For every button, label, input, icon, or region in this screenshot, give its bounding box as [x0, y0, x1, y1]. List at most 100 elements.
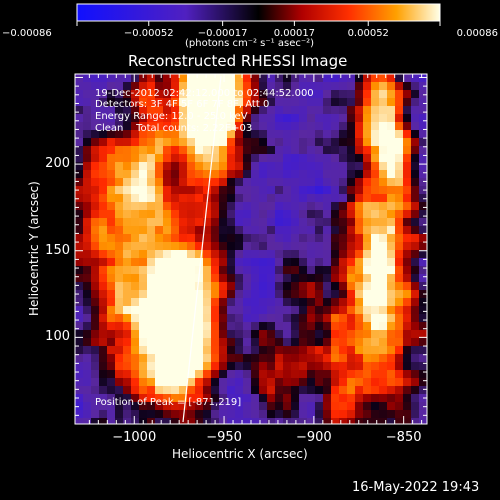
heatmap-cell [83, 354, 92, 363]
heatmap-cell [411, 250, 420, 259]
heatmap-cell [291, 306, 300, 315]
heatmap-cell [123, 234, 132, 243]
heatmap-cell [115, 106, 124, 115]
heatmap-cell [371, 186, 380, 195]
heatmap-cell [91, 322, 100, 331]
heatmap-cell [251, 330, 260, 339]
heatmap-cell [307, 138, 316, 147]
heatmap-cell [227, 74, 236, 83]
heatmap-cell [339, 330, 348, 339]
heatmap-cell [379, 394, 388, 403]
heatmap-cell [155, 330, 164, 339]
heatmap-cell [187, 194, 196, 203]
heatmap-cell [211, 226, 220, 235]
heatmap-cell [123, 322, 132, 331]
heatmap-cell [99, 298, 108, 307]
heatmap-cell [171, 114, 180, 123]
heatmap-cell [323, 402, 332, 411]
heatmap-cell [339, 394, 348, 403]
heatmap-cell [83, 250, 92, 259]
heatmap-cell [139, 378, 148, 387]
heatmap-cell [387, 114, 396, 123]
heatmap-cell [299, 274, 308, 283]
heatmap-cell [259, 346, 268, 355]
heatmap-cell [147, 338, 156, 347]
heatmap-cell [331, 410, 340, 419]
heatmap-cell [131, 154, 140, 163]
heatmap-cell [315, 106, 324, 115]
heatmap-cell [139, 114, 148, 123]
heatmap-cell [139, 130, 148, 139]
heatmap-cell [195, 122, 204, 131]
heatmap-cell [203, 162, 212, 171]
heatmap-cell [403, 370, 412, 379]
heatmap-cell [371, 178, 380, 187]
heatmap-cell [259, 106, 268, 115]
heatmap-cell [171, 362, 180, 371]
heatmap-cell [75, 298, 84, 307]
heatmap-cell [155, 106, 164, 115]
heatmap-cell [363, 378, 372, 387]
heatmap-cell [107, 130, 116, 139]
heatmap-cell [291, 114, 300, 123]
heatmap-cell [171, 258, 180, 267]
heatmap-cell [363, 234, 372, 243]
heatmap-cell [387, 362, 396, 371]
heatmap-cell [251, 130, 260, 139]
heatmap-cell [163, 234, 172, 243]
heatmap-cell [227, 394, 236, 403]
heatmap-cell [203, 146, 212, 155]
heatmap-cell [307, 306, 316, 315]
heatmap-cell [195, 402, 204, 411]
heatmap-cell [347, 186, 356, 195]
heatmap-cell [411, 418, 420, 425]
heatmap-cell [411, 242, 420, 251]
heatmap-cell [363, 370, 372, 379]
heatmap-cell [163, 410, 172, 419]
heatmap-cell [339, 106, 348, 115]
heatmap-cell [259, 338, 268, 347]
heatmap-cell [275, 194, 284, 203]
heatmap-cell [187, 330, 196, 339]
heatmap-cell [211, 330, 220, 339]
heatmap-cell [155, 410, 164, 419]
heatmap-cell [139, 258, 148, 267]
heatmap-cell [139, 90, 148, 99]
heatmap-cell [211, 178, 220, 187]
heatmap-cell [227, 98, 236, 107]
heatmap-cell [235, 130, 244, 139]
heatmap-cell [315, 82, 324, 91]
heatmap-cell [219, 346, 228, 355]
heatmap-cell [419, 354, 428, 363]
heatmap-cell [291, 162, 300, 171]
heatmap-cell [299, 82, 308, 91]
heatmap-cell [379, 202, 388, 211]
heatmap-cell [187, 242, 196, 251]
heatmap-cell [379, 258, 388, 267]
heatmap-cell [403, 402, 412, 411]
heatmap-cell [291, 394, 300, 403]
heatmap-cell [91, 386, 100, 395]
heatmap-cell [419, 314, 428, 323]
heatmap-cell [163, 394, 172, 403]
heatmap-cell [379, 354, 388, 363]
heatmap-cell [147, 74, 156, 83]
heatmap-cell [347, 314, 356, 323]
heatmap-cell [139, 338, 148, 347]
heatmap-cell [267, 170, 276, 179]
heatmap-cell [243, 138, 252, 147]
heatmap-cell [75, 362, 84, 371]
heatmap-cell [363, 298, 372, 307]
heatmap-cell [243, 234, 252, 243]
heatmap-cell [299, 290, 308, 299]
heatmap-cell [75, 346, 84, 355]
heatmap-cell [99, 290, 108, 299]
heatmap-cell [195, 202, 204, 211]
heatmap-cell [419, 338, 428, 347]
heatmap-cell [243, 130, 252, 139]
heatmap-cell [235, 146, 244, 155]
heatmap-cell [179, 74, 188, 83]
heatmap-cell [163, 74, 172, 83]
heatmap-cell [331, 282, 340, 291]
heatmap-cell [363, 250, 372, 259]
